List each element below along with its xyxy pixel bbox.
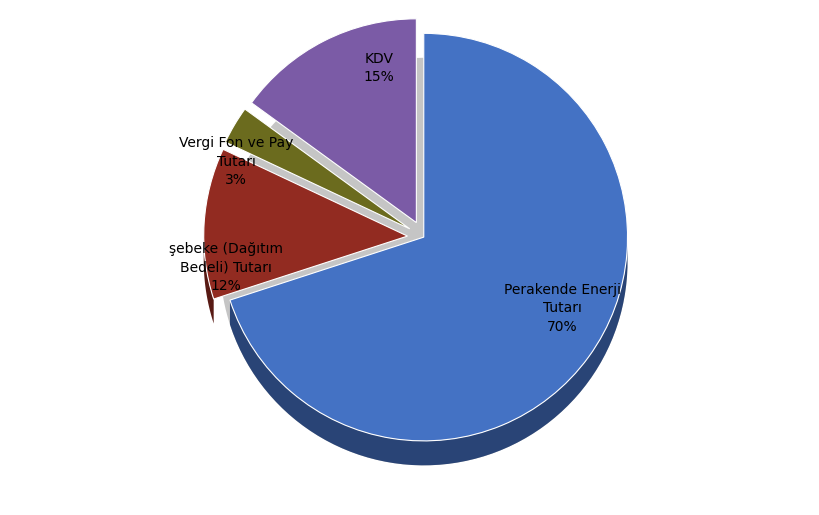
Text: şebeke (Dağıtım
Bedeli) Tutarı
12%: şebeke (Dağıtım Bedeli) Tutarı 12%: [169, 242, 283, 293]
Wedge shape: [230, 33, 627, 441]
Text: Perakende Enerji
Tutarı
70%: Perakende Enerji Tutarı 70%: [504, 283, 621, 334]
Polygon shape: [230, 243, 627, 466]
Wedge shape: [251, 19, 416, 222]
Wedge shape: [225, 109, 410, 229]
Text: KDV
15%: KDV 15%: [364, 52, 394, 84]
Text: Vergi Fon ve Pay
Tutarı
3%: Vergi Fon ve Pay Tutarı 3%: [179, 136, 293, 187]
Polygon shape: [220, 58, 627, 466]
Wedge shape: [204, 149, 408, 299]
Polygon shape: [204, 236, 214, 323]
